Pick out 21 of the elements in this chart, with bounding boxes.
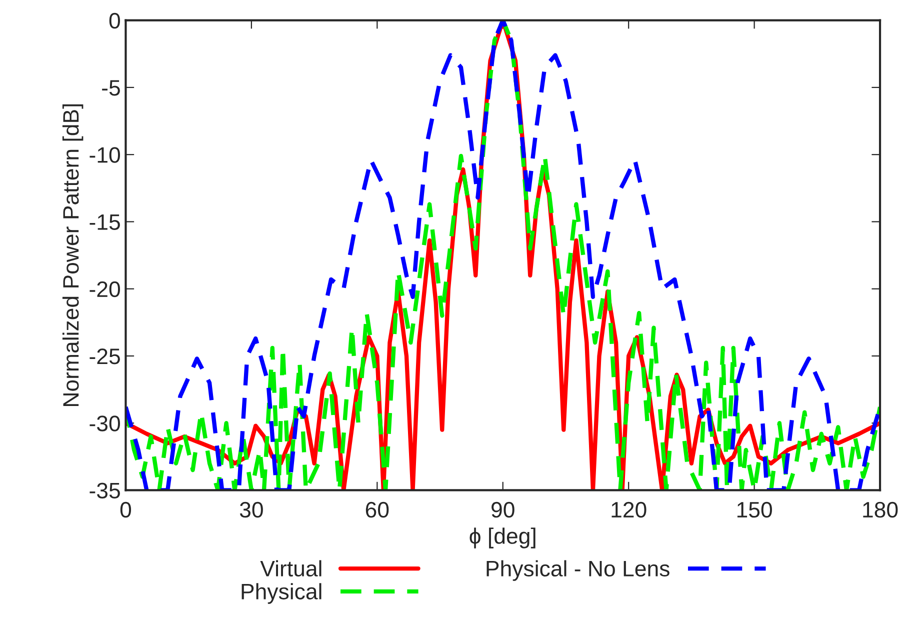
y-tick-label: -15 [90, 214, 120, 230]
y-axis-title: Normalized Power Pattern [dB] [62, 104, 84, 406]
line-series [126, 20, 880, 490]
x-tick-label: 120 [612, 502, 646, 518]
x-tick-label: 150 [737, 502, 772, 518]
x-tick-label: 90 [492, 502, 514, 518]
y-tick-label: -5 [102, 80, 120, 96]
legend-label: Virtual [260, 560, 322, 577]
legend-label: Physical - No Lens [486, 560, 670, 581]
y-tick-label: -20 [90, 281, 120, 298]
x-tick-label: 30 [240, 502, 263, 518]
y-tick-label: 0 [109, 12, 120, 29]
y-tick-label: -35 [90, 482, 120, 498]
y-tick-label: -25 [90, 348, 120, 364]
legend-label: Physical [242, 583, 322, 604]
x-tick-label: 0 [120, 502, 132, 518]
x-tick-label: 180 [863, 502, 898, 518]
y-tick-label: -30 [90, 416, 120, 432]
y-tick-label: -10 [90, 147, 120, 163]
x-axis-title: ϕ [deg] [470, 528, 536, 548]
x-tick-label: 60 [366, 502, 389, 518]
